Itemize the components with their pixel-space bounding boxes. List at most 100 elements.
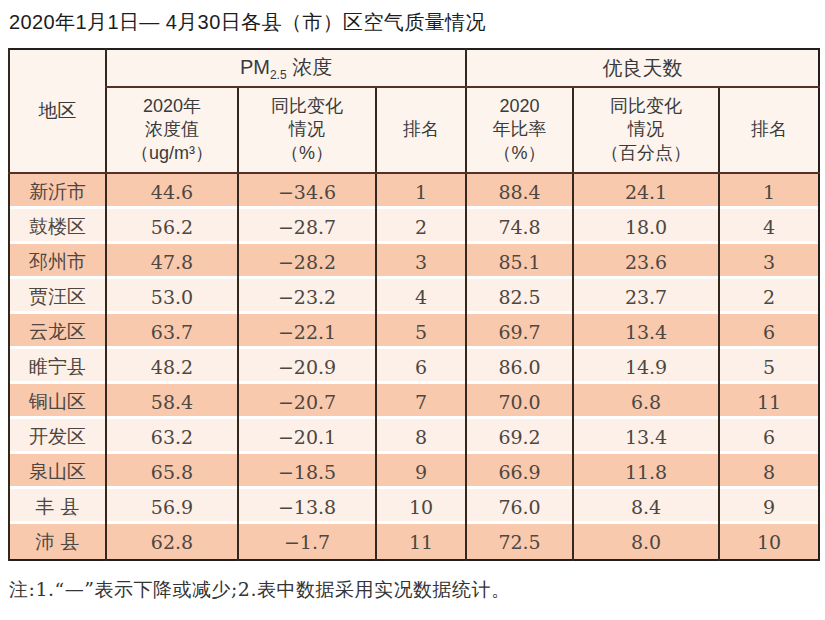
good-change-cell: 18.0	[573, 209, 719, 244]
pm-rank-cell: 11	[376, 524, 466, 560]
table-row: 邳州市 47.8 −28.2 3 85.1 23.6 3	[9, 244, 819, 279]
table-row: 铜山区 58.4 −20.7 7 70.0 6.8 11	[9, 384, 819, 419]
pm-value-cell: 65.8	[106, 454, 238, 489]
page-title: 2020年1月1日— 4月30日各县（市）区空气质量情况	[9, 9, 817, 35]
footnote: 注:1.“—”表示下降或减少;2.表中数据采用实况数据统计。	[9, 577, 817, 603]
good-change-cell: 23.6	[573, 244, 719, 279]
good-ratio-cell: 88.4	[466, 173, 573, 209]
good-ratio-header: 2020 年比率 （%）	[466, 87, 573, 173]
pm-value-cell: 53.0	[106, 279, 238, 314]
good-change-cell: 14.9	[573, 349, 719, 384]
region-cell: 泉山区	[9, 454, 106, 489]
good-rank-cell: 1	[719, 173, 819, 209]
good-ratio-cell: 76.0	[466, 489, 573, 524]
good-rank-cell: 6	[719, 314, 819, 349]
pm-value-cell: 48.2	[106, 349, 238, 384]
good-ratio-cell: 69.7	[466, 314, 573, 349]
table-row: 睢宁县 48.2 −20.9 6 86.0 14.9 5	[9, 349, 819, 384]
good-change-cell: 13.4	[573, 314, 719, 349]
good-days-group-header: 优良天数	[466, 49, 819, 87]
pm-change-cell: −13.8	[238, 489, 376, 524]
good-rank-cell: 2	[719, 279, 819, 314]
table-row: 泉山区 65.8 −18.5 9 66.9 11.8 8	[9, 454, 819, 489]
pm-value-cell: 56.2	[106, 209, 238, 244]
pm-change-cell: −20.1	[238, 419, 376, 454]
good-rank-header: 排名	[719, 87, 819, 173]
good-rank-cell: 11	[719, 384, 819, 419]
good-rank-cell: 3	[719, 244, 819, 279]
region-cell: 沛 县	[9, 524, 106, 560]
pm-change-cell: −18.5	[238, 454, 376, 489]
region-cell: 开发区	[9, 419, 106, 454]
good-ratio-cell: 82.5	[466, 279, 573, 314]
pm-value-cell: 56.9	[106, 489, 238, 524]
good-ratio-cell: 70.0	[466, 384, 573, 419]
pm-rank-cell: 4	[376, 279, 466, 314]
good-change-cell: 6.8	[573, 384, 719, 419]
pm-rank-cell: 9	[376, 454, 466, 489]
good-rank-cell: 6	[719, 419, 819, 454]
good-ratio-cell: 86.0	[466, 349, 573, 384]
good-change-cell: 8.0	[573, 524, 719, 560]
good-change-cell: 8.4	[573, 489, 719, 524]
table-row: 开发区 63.2 −20.1 8 69.2 13.4 6	[9, 419, 819, 454]
pm-change-cell: −1.7	[238, 524, 376, 560]
pm-value-cell: 62.8	[106, 524, 238, 560]
region-cell: 睢宁县	[9, 349, 106, 384]
good-rank-cell: 4	[719, 209, 819, 244]
region-cell: 鼓楼区	[9, 209, 106, 244]
table-row: 云龙区 63.7 −22.1 5 69.7 13.4 6	[9, 314, 819, 349]
table-row: 新沂市 44.6 −34.6 1 88.4 24.1 1	[9, 173, 819, 209]
good-change-cell: 24.1	[573, 173, 719, 209]
pm-change-cell: −20.7	[238, 384, 376, 419]
table-row: 沛 县 62.8 −1.7 11 72.5 8.0 10	[9, 524, 819, 560]
good-rank-cell: 8	[719, 454, 819, 489]
pm-value-cell: 63.7	[106, 314, 238, 349]
pm-change-cell: −28.2	[238, 244, 376, 279]
good-change-header: 同比变化 情况 （百分点）	[573, 87, 719, 173]
good-change-cell: 13.4	[573, 419, 719, 454]
pm-rank-cell: 1	[376, 173, 466, 209]
air-quality-table: 地区 PM2.5 浓度 优良天数 2020年 浓度值 （ug/m³） 同比变化 …	[8, 48, 820, 561]
pm-rank-cell: 6	[376, 349, 466, 384]
region-cell: 云龙区	[9, 314, 106, 349]
table-row: 丰 县 56.9 −13.8 10 76.0 8.4 9	[9, 489, 819, 524]
good-rank-cell: 5	[719, 349, 819, 384]
pm-value-header: 2020年 浓度值 （ug/m³）	[106, 87, 238, 173]
pm-rank-cell: 3	[376, 244, 466, 279]
region-column-header: 地区	[9, 49, 106, 173]
header-sub-row: 2020年 浓度值 （ug/m³） 同比变化 情况 （%） 排名 2020 年比…	[9, 87, 819, 173]
good-rank-cell: 10	[719, 524, 819, 560]
region-cell: 丰 县	[9, 489, 106, 524]
region-cell: 铜山区	[9, 384, 106, 419]
good-change-cell: 23.7	[573, 279, 719, 314]
region-cell: 贾汪区	[9, 279, 106, 314]
good-change-cell: 11.8	[573, 454, 719, 489]
pm-rank-cell: 10	[376, 489, 466, 524]
good-ratio-cell: 66.9	[466, 454, 573, 489]
pm-value-cell: 63.2	[106, 419, 238, 454]
pm25-label: PM	[240, 56, 270, 78]
pm-rank-cell: 5	[376, 314, 466, 349]
pm-change-cell: −20.9	[238, 349, 376, 384]
good-ratio-cell: 69.2	[466, 419, 573, 454]
pm-rank-cell: 2	[376, 209, 466, 244]
region-cell: 新沂市	[9, 173, 106, 209]
pm-change-cell: −28.7	[238, 209, 376, 244]
pm-value-cell: 44.6	[106, 173, 238, 209]
pm-rank-header: 排名	[376, 87, 466, 173]
pm-rank-cell: 8	[376, 419, 466, 454]
good-rank-cell: 9	[719, 489, 819, 524]
pm-value-cell: 47.8	[106, 244, 238, 279]
table-row: 贾汪区 53.0 −23.2 4 82.5 23.7 2	[9, 279, 819, 314]
pm-change-cell: −23.2	[238, 279, 376, 314]
table-row: 鼓楼区 56.2 −28.7 2 74.8 18.0 4	[9, 209, 819, 244]
region-cell: 邳州市	[9, 244, 106, 279]
pm25-label-suffix: 浓度	[287, 56, 333, 78]
good-ratio-cell: 85.1	[466, 244, 573, 279]
pm-value-cell: 58.4	[106, 384, 238, 419]
pm25-subscript: 2.5	[270, 68, 287, 82]
pm-rank-cell: 7	[376, 384, 466, 419]
pm25-group-header: PM2.5 浓度	[106, 49, 466, 87]
good-ratio-cell: 74.8	[466, 209, 573, 244]
